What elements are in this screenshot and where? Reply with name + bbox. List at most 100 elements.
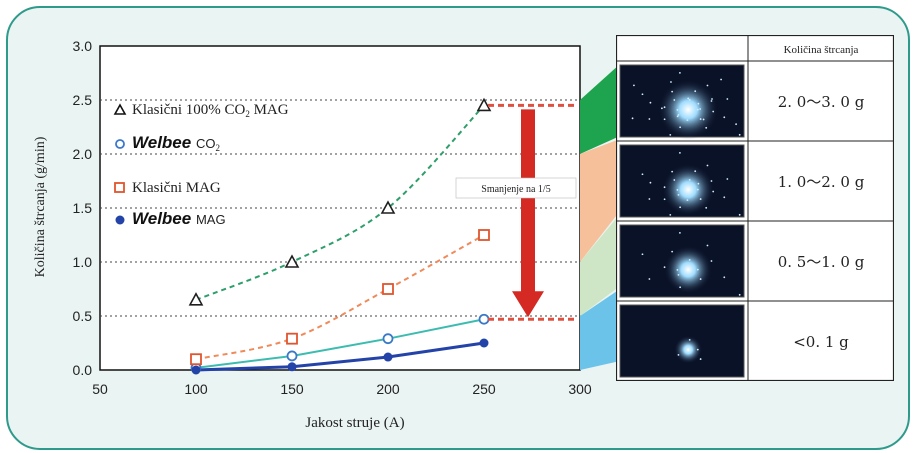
y-tick-label: 0.5 (73, 308, 93, 324)
series-line (195, 234, 485, 361)
spatter-amount: 1. 0～2. 0 g (778, 173, 865, 191)
spark (648, 278, 651, 280)
spark (677, 113, 680, 116)
spark (688, 178, 691, 181)
legend-subscript: 2 (245, 109, 250, 119)
y-tick-label: 0.0 (73, 362, 93, 378)
legend-label: Klasični 100% CO2 MAG (132, 102, 289, 119)
spark (723, 116, 726, 119)
spark (688, 258, 691, 261)
spark (738, 293, 741, 296)
spark (705, 126, 708, 129)
spatter-amount: 0. 5～1. 0 g (778, 253, 865, 271)
y-tick-label: 3.0 (73, 38, 93, 54)
spark (671, 90, 674, 93)
legend-subscript: 2 (215, 143, 220, 153)
spark (677, 273, 680, 276)
x-tick-label: 300 (568, 381, 592, 397)
square-marker (382, 283, 394, 295)
x-tick-label: 100 (184, 381, 208, 397)
spark (649, 181, 652, 184)
range-bands (580, 64, 620, 370)
spark (694, 170, 697, 173)
range-band (580, 214, 620, 316)
legend-label: Klasični MAG (132, 180, 221, 196)
arc-glow (662, 163, 715, 216)
legend-brand: Welbee (132, 209, 196, 228)
x-tick-label: 250 (472, 381, 496, 397)
spark (726, 178, 729, 180)
spark (676, 269, 679, 271)
y-tick-label: 1.5 (73, 200, 93, 216)
square-marker (478, 229, 490, 241)
filled-circle-marker (287, 362, 297, 372)
spark (649, 101, 652, 104)
grid (100, 99, 580, 317)
spark (679, 126, 682, 129)
legend-label: Welbee MAG (132, 209, 226, 228)
spark (699, 108, 702, 110)
spark (706, 164, 709, 167)
arc-photo (619, 304, 745, 378)
legend-circle (115, 139, 125, 149)
spark (702, 118, 705, 121)
legend-filled-circle (115, 215, 125, 225)
spark (696, 348, 699, 351)
legend-text: CO (196, 136, 216, 151)
y-tick-label: 2.0 (73, 146, 93, 162)
spark (661, 107, 663, 110)
legend-text: MAG (196, 212, 226, 227)
arc-photo (619, 224, 745, 298)
table-grid: Količina štrcanja 2. 0～3. 0 g 1. 0～2. 0 g 0… (615, 34, 895, 382)
arc-glow (674, 335, 703, 364)
spark (648, 118, 651, 120)
annotation-text: Smanjenje na 1/5 (481, 184, 550, 195)
legend-label: Welbee CO2 (132, 133, 220, 153)
spark (679, 286, 682, 289)
spark (663, 118, 666, 121)
spark (676, 115, 679, 118)
spark (648, 198, 651, 200)
spark (687, 97, 690, 100)
spark (688, 98, 691, 101)
spark (678, 231, 681, 234)
square-marker (190, 353, 202, 366)
spark (706, 84, 709, 87)
spark (694, 90, 697, 93)
legend-triangle (113, 103, 127, 115)
spark (673, 179, 676, 181)
spark (669, 213, 672, 216)
spark (641, 173, 644, 176)
range-band (580, 289, 620, 370)
annotation-box (455, 177, 577, 199)
spark (686, 199, 689, 202)
circle-marker (382, 333, 394, 345)
spark (663, 198, 666, 201)
spark (631, 117, 634, 120)
spark (696, 268, 699, 271)
spark (663, 106, 666, 109)
reduction-arrow (512, 109, 544, 318)
spark (686, 119, 689, 122)
reduction-annotation: Smanjenje na 1/5 (455, 103, 577, 321)
table-header: Količina štrcanja (784, 44, 859, 56)
triangle-marker (380, 200, 396, 214)
series-line (195, 341, 485, 372)
spark (712, 110, 715, 113)
series-lines (195, 104, 485, 372)
spark (641, 253, 644, 256)
spark (677, 193, 680, 196)
x-tick-label: 50 (92, 381, 108, 397)
circle-marker (478, 313, 490, 325)
spark (663, 186, 666, 189)
x-tick-label: 150 (280, 381, 304, 397)
spark (696, 188, 699, 191)
spark (699, 118, 702, 120)
legend-text: Klasični MAG (132, 180, 221, 196)
spark (633, 84, 635, 87)
spark (699, 278, 702, 280)
spark (679, 206, 682, 209)
spark (711, 98, 713, 100)
